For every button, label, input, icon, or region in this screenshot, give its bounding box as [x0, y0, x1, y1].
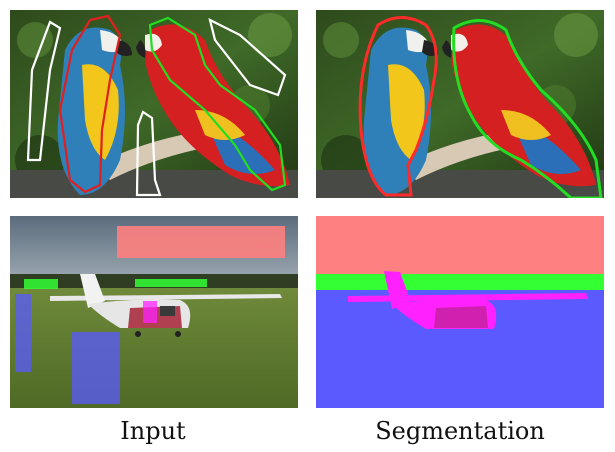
segment-outline-green [452, 19, 603, 198]
scribble-ground-left [15, 294, 31, 372]
airplane-input-scene [10, 216, 298, 408]
scribble-white-top-right [208, 17, 287, 97]
parrots-input-image [10, 10, 298, 198]
airplane-segmentation-image [316, 216, 604, 408]
scribble-sky [117, 226, 285, 258]
scribble-white-left [26, 20, 62, 162]
parrots-segmentation-image [316, 10, 604, 198]
airplane [50, 274, 282, 337]
scribble-plane [143, 301, 157, 323]
parrots-input-scene [10, 10, 298, 198]
scribble-white-bottom [135, 110, 162, 197]
segment-treeline [316, 274, 604, 290]
input-caption: Input [120, 417, 186, 445]
scarlet-macaw [136, 24, 290, 187]
user-scribbles [15, 226, 285, 404]
airplane-segmentation-scene [316, 216, 604, 408]
parrots-segmentation-scene [316, 10, 604, 198]
segmentation-caption: Segmentation [375, 417, 545, 445]
scribble-ground-middle [72, 332, 120, 404]
scribble-red [58, 14, 122, 194]
scribble-green [148, 16, 287, 192]
segment-airplane-detail [434, 306, 488, 328]
scribble-tree-left [24, 279, 58, 289]
scribble-tree-right [135, 279, 207, 287]
segment-sky [316, 216, 604, 276]
user-scribbles [26, 14, 287, 197]
airplane-input-image [10, 216, 298, 408]
segment-outline-red [358, 16, 438, 197]
